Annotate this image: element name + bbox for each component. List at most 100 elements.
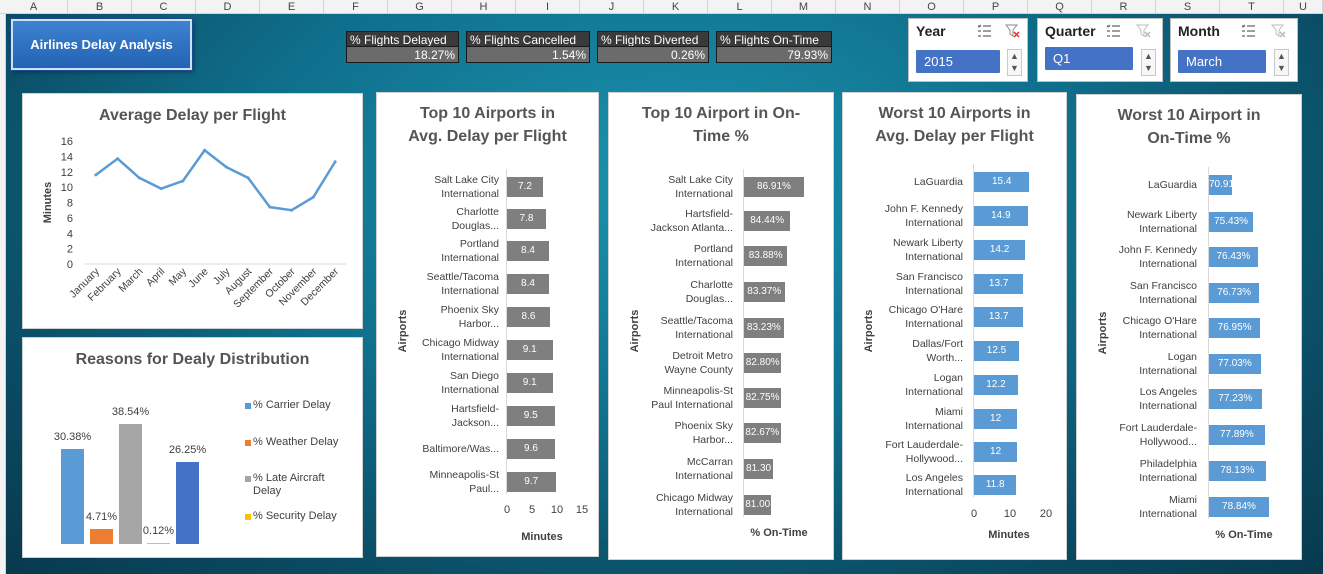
bar-data-label: 30.38% xyxy=(53,431,92,444)
column-header-q: Q xyxy=(1028,0,1092,14)
slicer-scroll[interactable]: ▲ ▼ xyxy=(1007,49,1022,76)
category-label: Newark Liberty International xyxy=(1126,209,1197,235)
category-label: John F. Kennedy International xyxy=(884,203,963,229)
data-point xyxy=(224,165,228,169)
slicer-scroll[interactable]: ▲ ▼ xyxy=(1274,49,1289,76)
kpi-label: % Flights Diverted xyxy=(597,31,709,47)
slicer-selected-item[interactable]: Q1 xyxy=(1045,47,1133,70)
bar-2 xyxy=(90,529,113,544)
bar xyxy=(744,282,785,302)
data-point xyxy=(290,208,294,212)
slicer-title: Year xyxy=(916,23,946,39)
x-tick-label: April xyxy=(144,266,167,289)
legend-swatch xyxy=(245,476,251,482)
top-ontime-chart[interactable]: Top 10 Airport in On- Time % Airports 86.9… xyxy=(608,92,834,560)
category-label: Chicago O'Hare International xyxy=(888,304,963,330)
data-point xyxy=(203,148,207,152)
bar-data-label: 12.2 xyxy=(986,379,1006,390)
bar-data-label: 4.71% xyxy=(85,511,118,524)
bar-data-label: 13.7 xyxy=(988,311,1009,322)
bar-data-label: 7.2 xyxy=(518,181,532,192)
bar xyxy=(974,341,1019,361)
category-label: John F. Kennedy International xyxy=(1118,244,1197,270)
category-label: Miami International xyxy=(905,406,963,432)
bar xyxy=(507,406,555,426)
bar xyxy=(744,495,772,515)
bar-data-label: 82.80% xyxy=(745,357,780,368)
multi-select-icon[interactable] xyxy=(977,24,992,38)
slicer-selected-item[interactable]: 2015 xyxy=(916,50,1000,73)
dashboard-title-button[interactable]: Airlines Delay Analysis xyxy=(11,19,192,70)
bar-4 xyxy=(147,543,170,544)
slicer-selected-item[interactable]: March xyxy=(1178,50,1266,73)
bar-data-label: 86.91% xyxy=(757,181,791,192)
bar xyxy=(1209,318,1261,338)
legend-label: % Weather Delay xyxy=(253,436,339,448)
y-tick-label: 6 xyxy=(67,213,73,225)
bar-data-label: 76.73% xyxy=(1217,287,1252,298)
bar xyxy=(744,246,788,266)
column-header-c: C xyxy=(132,0,196,14)
data-point xyxy=(311,195,315,199)
category-label: Los Angeles International xyxy=(905,472,963,498)
category-label: Fort Lauderdale- Hollywood... xyxy=(1119,422,1197,448)
slicer-month[interactable]: Month March ▲ ▼ xyxy=(1170,18,1298,82)
slicer-scroll[interactable]: ▲ ▼ xyxy=(1141,49,1156,76)
bar xyxy=(974,409,1018,429)
bar-data-label: 14.2 xyxy=(989,244,1010,255)
column-header-o: O xyxy=(900,0,964,14)
legend-swatch xyxy=(245,403,251,409)
category-label: Miami International xyxy=(1139,494,1197,520)
bar-data-label: 77.23% xyxy=(1218,393,1253,404)
data-point xyxy=(268,205,272,209)
bar-data-label: 81.30 xyxy=(746,463,772,474)
bar xyxy=(974,375,1018,395)
bar xyxy=(974,307,1024,327)
bar-data-label: 12.5 xyxy=(986,345,1007,356)
bar xyxy=(744,388,782,408)
column-header-m: M xyxy=(772,0,836,14)
clear-filter-icon[interactable] xyxy=(1136,24,1151,38)
avg-delay-chart[interactable]: Average Delay per Flight 0 2 4 6 8 10 12 14 16 Ja… xyxy=(22,93,363,329)
clear-filter-icon[interactable] xyxy=(1271,24,1286,38)
category-label: Hartsfield- Jackson Atlanta... xyxy=(650,208,733,234)
bar xyxy=(507,274,549,294)
bar-data-label: 13.7 xyxy=(988,278,1009,289)
bar xyxy=(507,177,543,197)
slicer-quarter[interactable]: Quarter Q1 ▲ ▼ xyxy=(1037,18,1163,82)
bar xyxy=(1209,247,1258,267)
x-tick-label: 5 xyxy=(528,504,536,516)
bar-data-label: 12 xyxy=(990,413,1002,424)
bar-data-label: 9.5 xyxy=(523,410,538,421)
bar-data-label: 12 xyxy=(990,446,1002,457)
bar-data-label: 75.43% xyxy=(1214,216,1249,227)
slicer-year[interactable]: Year 2015 ▲ ▼ xyxy=(908,18,1028,82)
worst-delay-chart[interactable]: Worst 10 Airports in Avg. Delay per Flig… xyxy=(842,92,1067,560)
slicer-title: Month xyxy=(1178,23,1220,39)
bar xyxy=(974,274,1024,294)
slicer-title: Quarter xyxy=(1045,23,1096,39)
kpi-flights-cancelled: % Flights Cancelled 1.54% xyxy=(466,31,590,64)
top-delay-chart[interactable]: Top 10 Airports in Avg. Delay per Flight… xyxy=(376,92,599,557)
reasons-chart[interactable]: Reasons for Dealy Distribution 30.38% 4.7… xyxy=(22,337,363,558)
bar xyxy=(507,307,550,327)
bar xyxy=(1209,175,1233,195)
category-label: Minneapolis-St Paul International xyxy=(651,385,733,411)
bar xyxy=(1209,212,1254,232)
y-tick-label: 0 xyxy=(67,259,73,271)
column-header-d: D xyxy=(196,0,260,14)
multi-select-icon[interactable] xyxy=(1106,24,1121,38)
bar xyxy=(507,472,556,492)
y-tick-label: 8 xyxy=(67,198,73,210)
worst-ontime-chart[interactable]: Worst 10 Airport in On-Time % Airports 70.… xyxy=(1076,94,1302,560)
bar xyxy=(974,475,1017,495)
x-axis-label: Minutes xyxy=(521,531,563,543)
clear-filter-icon[interactable] xyxy=(1005,24,1020,38)
multi-select-icon[interactable] xyxy=(1241,24,1256,38)
category-label: Logan International xyxy=(905,372,963,398)
bar xyxy=(744,423,781,443)
y-axis-line xyxy=(973,164,974,497)
bar-data-label: 8.6 xyxy=(521,311,536,322)
legend-swatch xyxy=(245,440,251,446)
